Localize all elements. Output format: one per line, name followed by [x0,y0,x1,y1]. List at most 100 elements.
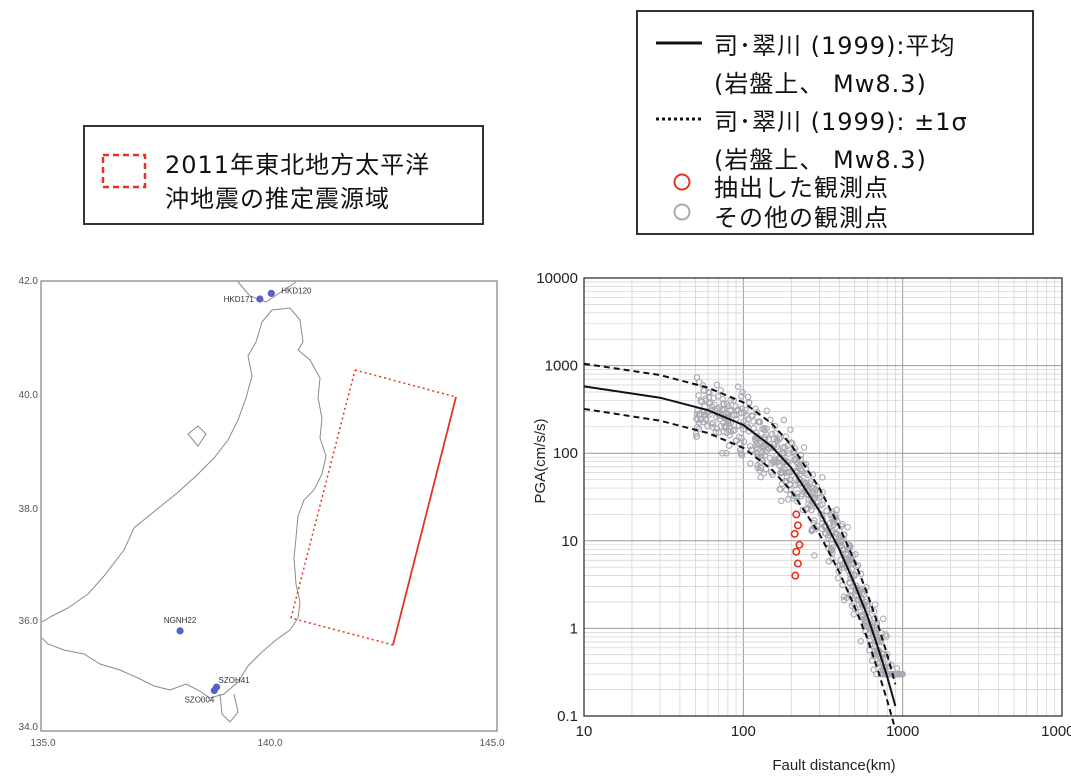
other-station-point [843,594,850,602]
chart-legend: 司･翠川 (1999):平均 (岩盤上、 Mw8.3) 司･翠川 (1999):… [636,10,1034,235]
other-station-point [839,581,846,589]
other-station-point [784,496,792,503]
other-station-point [727,406,734,414]
honshu-coastline-west [41,321,263,623]
lat-tick-label: 40.0 [19,390,39,401]
other-station-point [869,657,876,664]
other-station-point [771,440,778,448]
curves-layer [583,362,897,730]
lat-tick-label: 34.0 [19,722,39,733]
other-station-point [870,608,878,615]
stations-layer: HKD120 HKD171 NGNH22 SZOH41 SZO004 [164,286,312,704]
hokkaido-coast [237,281,297,303]
other-station-point [738,392,745,400]
other-station-point [740,409,748,416]
other-station-point [706,389,713,397]
lat-tick-label: 38.0 [19,504,39,515]
y-tick-label: 10000 [536,270,578,287]
other-station-point [763,407,771,415]
other-station-point [708,421,715,428]
other-station-point [819,501,826,508]
other-station-point [701,411,708,419]
other-station-point [770,459,777,466]
other-station-point [786,468,794,475]
other-station-point [819,489,826,496]
other-station-point [761,451,769,459]
station-marker [256,295,264,303]
selected-station-point [793,559,802,568]
other-station-point [857,637,865,645]
tick-labels-layer: 10 100 1000 10000 10000 1000 100 10 1 0.1 [536,270,1071,740]
other-station-point [793,493,800,501]
other-station-point [693,433,701,440]
other-station-point [763,431,770,439]
y-tick-label: 100 [553,445,578,462]
other-station-point [768,460,775,467]
other-station-point [744,393,752,401]
other-station-point [757,473,764,481]
selected-station-point [793,521,802,530]
other-station-point [821,529,829,537]
y-tick-label: 1 [570,620,578,637]
sigma-curve [583,362,897,685]
other-station-point [732,437,739,445]
other-stations-layer [692,374,906,678]
other-station-point [870,666,877,673]
other-station-point [778,497,785,505]
rupture-area-swatch [101,153,147,189]
other-station-point [834,574,842,582]
other-station-point [753,408,761,416]
station-marker [210,686,218,695]
other-station-point [837,538,844,545]
other-station-point [846,580,854,587]
map-ticks: 42.0 40.0 38.0 36.0 34.0 135.0 140.0 145… [19,276,505,749]
other-station-point [829,518,837,525]
station-label: SZO004 [184,696,214,705]
other-station-point [714,392,722,400]
other-station-point [792,481,800,489]
mean-line-swatch [656,41,702,45]
other-station-point [695,392,702,399]
other-station-point [740,438,748,446]
other-station-point [695,425,703,432]
other-station-point [787,426,794,433]
other-station-point [703,416,710,424]
other-station-point [780,416,788,424]
other-station-point [850,611,858,618]
station-label: SZOH41 [219,676,251,685]
other-station-point [747,446,755,454]
other-station-point [762,465,770,473]
other-station-point [719,449,726,457]
x-tick-label: 10 [576,723,593,740]
other-station-point [783,477,790,485]
selected-station-point [792,510,801,519]
other-station-point [797,492,805,500]
lon-tick-label: 145.0 [479,738,504,749]
station-label: NGNH22 [164,616,197,625]
other-station-point [754,462,761,469]
other-station-point [879,615,887,623]
y-tick-label: 1000 [545,358,578,375]
other-station-point [825,544,832,552]
other-station-point [723,449,730,457]
selected-stations-layer [790,510,804,580]
other-station-point [849,551,856,559]
other-station-point [712,428,720,436]
other-station-point [734,383,742,390]
other-station-point [751,435,759,442]
other-station-point [857,570,865,578]
other-station-point [804,483,811,490]
grid-layer [583,277,1063,717]
legend-selected-label: 抽出した観測点 [714,174,889,202]
sado-island [187,425,207,447]
other-station-point [898,670,906,678]
other-station-point [787,487,795,494]
selected-point-swatch [673,173,691,191]
other-station-point [827,545,835,553]
other-station-point [871,601,879,608]
station-map: 42.0 40.0 38.0 36.0 34.0 135.0 140.0 145… [19,276,505,749]
other-station-point [693,410,701,418]
other-station-point [804,504,812,512]
other-station-point [810,484,817,492]
other-station-point [825,558,833,565]
